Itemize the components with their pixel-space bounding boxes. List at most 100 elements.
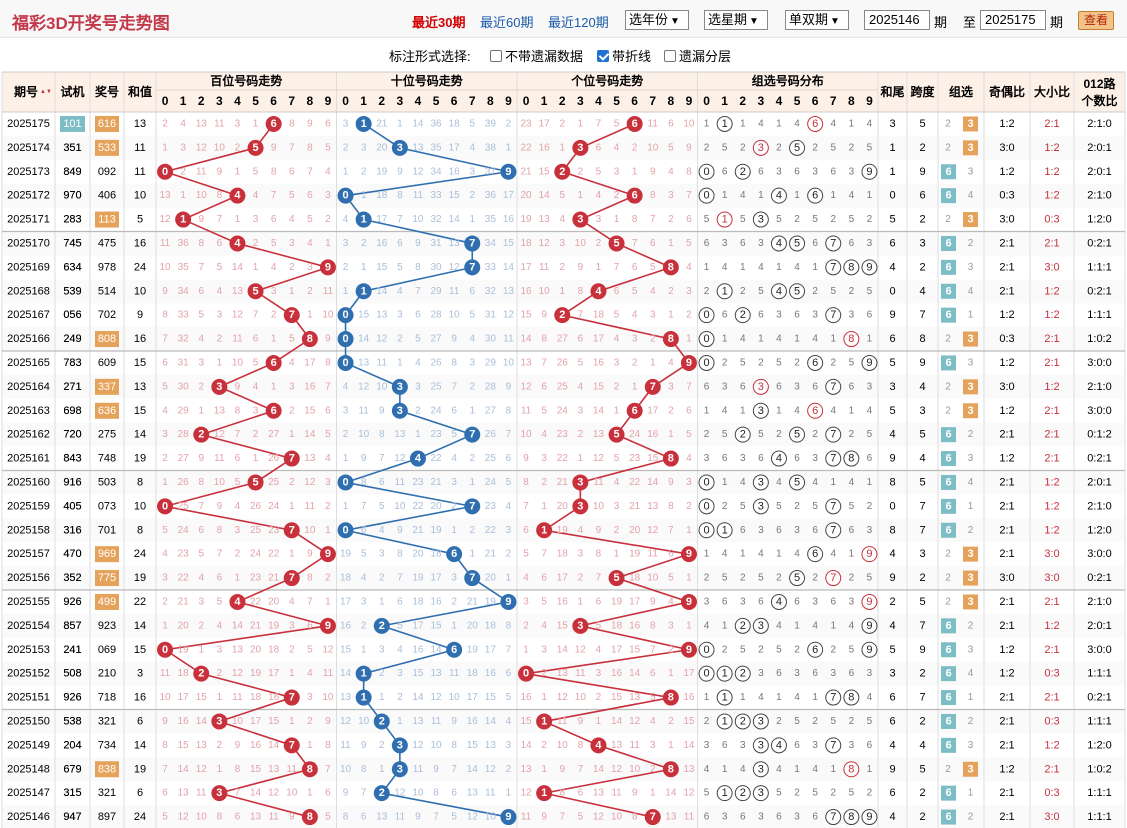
group-ball bbox=[698, 307, 715, 324]
omission-value: 17 bbox=[340, 596, 352, 607]
group-type-badge bbox=[941, 283, 956, 299]
hit-ball bbox=[391, 402, 408, 419]
recent-60-button[interactable]: 最近60期 bbox=[480, 15, 534, 30]
omission-value: 2 bbox=[397, 692, 403, 703]
recent-120-button[interactable]: 最近120期 bbox=[548, 15, 609, 30]
issue-cell: 2025155 bbox=[7, 596, 50, 608]
omission-value: 2 bbox=[596, 692, 602, 703]
omission-value: 9 bbox=[523, 453, 529, 464]
omission-value: 6 bbox=[198, 525, 204, 536]
issue-cell: 2025164 bbox=[7, 381, 50, 393]
omission-value: 24 bbox=[268, 501, 280, 512]
omission-value: 2 bbox=[523, 620, 529, 631]
group-omission: 1 bbox=[830, 190, 836, 201]
omission-value: 6 bbox=[596, 142, 602, 153]
group-type-badge bbox=[941, 785, 956, 801]
group-number: 4 bbox=[776, 285, 782, 297]
omission-value: 6 bbox=[541, 381, 547, 392]
omission-value: 1 bbox=[614, 405, 620, 416]
digit-header: 5 bbox=[252, 94, 259, 108]
hit-number: 7 bbox=[289, 739, 295, 751]
hit-number: 1 bbox=[541, 524, 547, 536]
checkbox-checked-icon[interactable] bbox=[597, 49, 609, 62]
span-cell: 4 bbox=[919, 739, 925, 751]
recent-30-button[interactable]: 最近30期 bbox=[412, 15, 466, 30]
omission-value: 13 bbox=[250, 812, 262, 823]
issue-cell: 2025174 bbox=[7, 142, 50, 154]
omission-value: 30 bbox=[485, 334, 497, 345]
omission-value: 2 bbox=[162, 453, 168, 464]
option-polyline[interactable]: 带折线 bbox=[597, 46, 651, 65]
parity-select[interactable]: 单双期 ▼ bbox=[785, 10, 849, 30]
omission-value: 5 bbox=[451, 429, 457, 440]
omission-value: 23 bbox=[629, 453, 641, 464]
hit-number: 3 bbox=[397, 763, 403, 775]
group-ball bbox=[770, 737, 787, 754]
omission-value: 3 bbox=[289, 238, 295, 249]
omission-value: 4 bbox=[578, 525, 584, 536]
omission-value: 23 bbox=[268, 525, 280, 536]
omission-value: 27 bbox=[430, 334, 442, 345]
checkbox-icon[interactable] bbox=[664, 49, 676, 62]
big-small-cell: 2:1 bbox=[1044, 596, 1059, 608]
test-cell: 926 bbox=[63, 596, 81, 608]
group-omission: 1 bbox=[740, 405, 746, 416]
omission-value: 3 bbox=[343, 238, 349, 249]
omission-value: 1 bbox=[668, 238, 674, 249]
group-omission: 3 bbox=[830, 668, 836, 679]
omission-value: 12 bbox=[214, 429, 226, 440]
hit-number: 0 bbox=[523, 668, 529, 680]
to-issue-input[interactable]: 2025175 bbox=[980, 10, 1046, 30]
span-cell: 9 bbox=[919, 166, 925, 178]
omission-value: 17 bbox=[376, 214, 388, 225]
issue-cell: 2025146 bbox=[7, 811, 50, 823]
omission-value: 3 bbox=[686, 477, 692, 488]
week-select[interactable]: 选星期 ▼ bbox=[704, 10, 768, 30]
omission-value: 12 bbox=[449, 262, 461, 273]
test-cell: 470 bbox=[63, 548, 81, 560]
query-button[interactable]: 查看 bbox=[1078, 11, 1114, 30]
omission-value: 3 bbox=[541, 453, 547, 464]
row-bg bbox=[2, 661, 1125, 686]
hit-number: 6 bbox=[632, 190, 638, 202]
group-ball bbox=[752, 474, 769, 491]
year-select[interactable]: 选年份 ▼ bbox=[625, 10, 689, 30]
omission-value: 21 bbox=[467, 596, 479, 607]
group-number: 0 bbox=[703, 190, 709, 202]
omission-value: 8 bbox=[451, 740, 457, 751]
omission-value: 21 bbox=[520, 166, 532, 177]
omission-value: 1 bbox=[650, 357, 656, 368]
omission-value: 1 bbox=[506, 788, 512, 799]
hit-number: 6 bbox=[451, 548, 457, 560]
option-layered-omission[interactable]: 遗漏分层 bbox=[664, 46, 731, 65]
hit-ball bbox=[644, 378, 661, 395]
sort-icon[interactable]: ▲▼ bbox=[40, 89, 52, 95]
group-omission: 1 bbox=[776, 549, 782, 560]
omission-value: 2 bbox=[343, 142, 349, 153]
omission-value: 13 bbox=[647, 501, 659, 512]
omission-value: 5 bbox=[361, 549, 367, 560]
group-type-badge bbox=[941, 451, 956, 467]
hit-ball bbox=[319, 259, 336, 276]
group-type-badge bbox=[963, 379, 978, 395]
digit-header: 5 bbox=[613, 94, 620, 108]
group-number: 0 bbox=[703, 309, 709, 321]
omission-value: 15 bbox=[268, 716, 280, 727]
group-omission: 6 bbox=[758, 310, 764, 321]
omission-value: 1 bbox=[289, 501, 295, 512]
group-omission: 2 bbox=[776, 429, 782, 440]
from-issue-input[interactable]: 2025146 bbox=[864, 10, 930, 30]
group-type-value: 3 bbox=[967, 548, 973, 560]
group-number: 7 bbox=[830, 692, 836, 704]
omission-value: 12 bbox=[629, 716, 641, 727]
test-cell: 351 bbox=[63, 142, 81, 154]
test-cell: 470 bbox=[63, 548, 81, 560]
group-ball bbox=[770, 235, 787, 252]
span-cell: 7 bbox=[919, 692, 925, 704]
omission-value: 2 bbox=[632, 357, 638, 368]
hit-number: 3 bbox=[577, 142, 583, 154]
checkbox-icon[interactable] bbox=[490, 49, 502, 62]
omission-value: 5 bbox=[578, 812, 584, 823]
option-no-omission[interactable]: 不带遗漏数据 bbox=[490, 46, 583, 65]
omission-value: 29 bbox=[485, 357, 497, 368]
